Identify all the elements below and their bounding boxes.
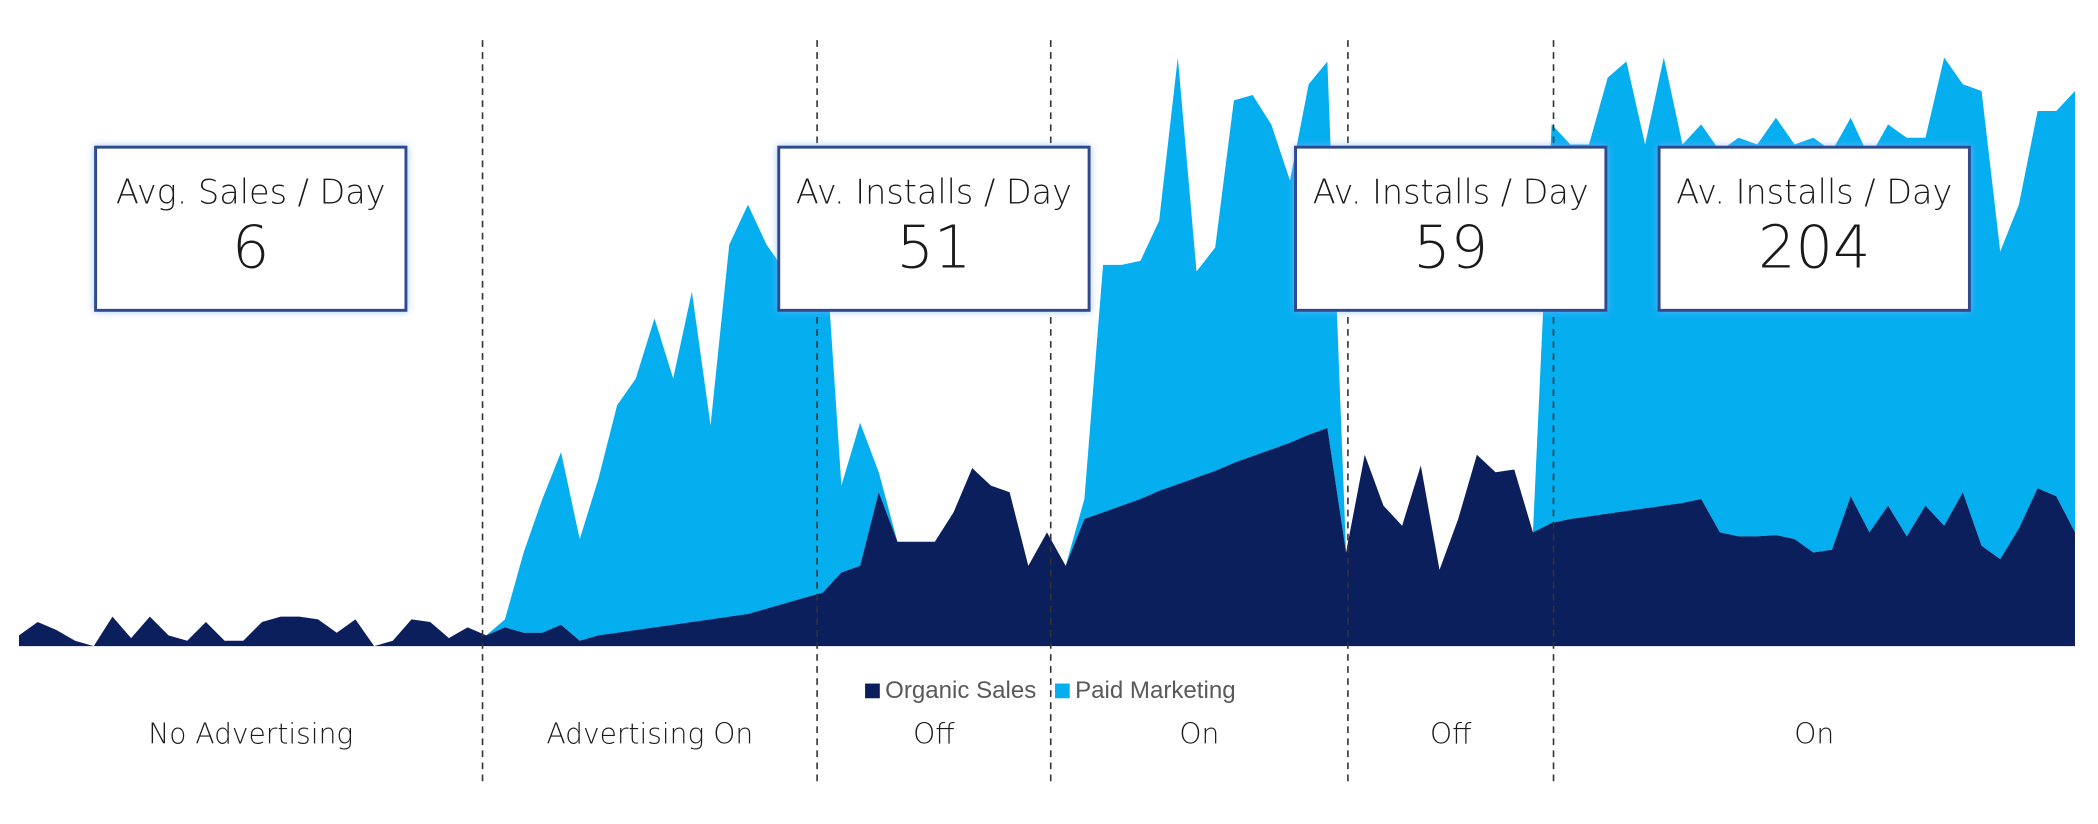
phase-label: Off xyxy=(1430,718,1472,751)
stat-box xyxy=(1294,145,1608,312)
phase-label: No Advertising xyxy=(148,718,353,751)
stat-box xyxy=(1657,145,1971,312)
legend-swatch xyxy=(865,683,880,699)
phase-label: Advertising On xyxy=(546,718,753,751)
stat-title: Av. Installs / Day xyxy=(796,172,1072,211)
stat-title: Avg. Sales / Day xyxy=(116,172,386,211)
phase-label: Off xyxy=(913,718,955,751)
stat-title: Av. Installs / Day xyxy=(1676,172,1952,211)
legend-label: Organic Sales xyxy=(885,677,1036,704)
stat-value: 204 xyxy=(1758,212,1870,281)
phase-label: On xyxy=(1179,718,1219,751)
legend-swatch xyxy=(1055,683,1070,699)
area-0 xyxy=(19,428,2075,647)
legend-label: Paid Marketing xyxy=(1075,677,1235,704)
labels: No Advertising Advertising On Off On Off On xyxy=(148,718,1834,751)
stat-value: 6 xyxy=(232,212,269,281)
legend: Organic Sales Paid Marketing xyxy=(865,677,1236,704)
phase-label: On xyxy=(1794,718,1834,751)
stat-value: 51 xyxy=(896,212,971,281)
stat-box xyxy=(777,145,1091,312)
stat-box xyxy=(94,145,408,312)
stat-title: Av. Installs / Day xyxy=(1313,172,1589,211)
stat-value: 59 xyxy=(1413,212,1488,281)
